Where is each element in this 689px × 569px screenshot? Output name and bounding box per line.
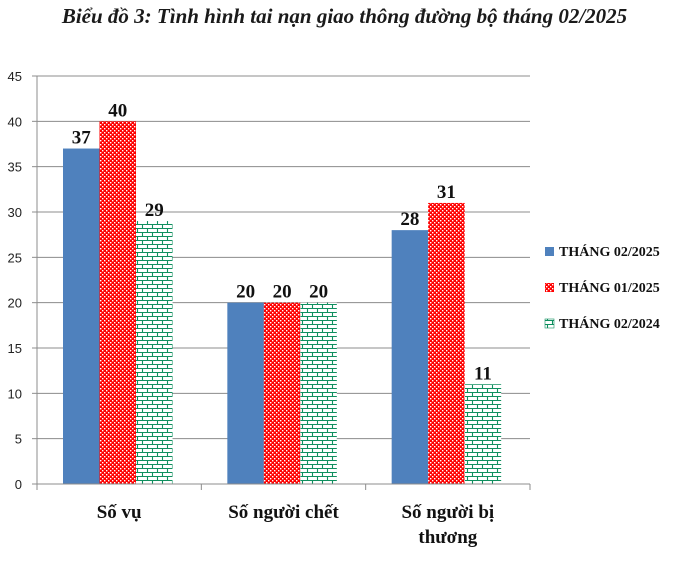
- data-label: 28: [400, 209, 419, 230]
- data-label: 11: [474, 363, 492, 384]
- category-label: Số người chết: [228, 502, 339, 523]
- data-label: 20: [309, 282, 328, 303]
- bar: [263, 302, 301, 484]
- bar: [300, 302, 337, 484]
- y-tick-label: 25: [8, 250, 22, 265]
- y-tick-label: 10: [8, 386, 22, 401]
- data-label: 20: [273, 282, 292, 303]
- chart-title: Biểu đồ 3: Tình hình tai nạn giao thông …: [61, 4, 628, 28]
- data-label: 40: [108, 100, 127, 121]
- bar: [391, 230, 429, 484]
- legend-label: THÁNG 01/2025: [559, 279, 660, 296]
- legend-label: THÁNG 02/2024: [559, 315, 660, 332]
- bar: [99, 121, 136, 484]
- y-tick-label: 35: [8, 160, 22, 175]
- data-label: 29: [145, 200, 164, 221]
- bar: [428, 202, 465, 484]
- y-tick-label: 0: [15, 477, 22, 492]
- bar: [63, 148, 100, 485]
- y-tick-label: 30: [8, 205, 22, 220]
- y-tick-label: 40: [8, 114, 22, 129]
- y-tick-label: 15: [8, 341, 22, 356]
- bar: [464, 384, 502, 484]
- bar: [227, 302, 264, 484]
- data-label: 37: [72, 128, 92, 149]
- legend-swatch: [545, 283, 554, 292]
- legend-swatch: [545, 247, 554, 256]
- bar: [136, 221, 173, 485]
- y-tick-label: 45: [8, 69, 22, 84]
- y-tick-label: 5: [15, 432, 22, 447]
- category-label: Số vụ: [97, 502, 142, 523]
- y-tick-label: 20: [8, 296, 22, 311]
- category-label: thương: [418, 527, 477, 548]
- legend-swatch: [544, 318, 555, 329]
- data-label: 31: [437, 182, 456, 203]
- legend-label: THÁNG 02/2025: [559, 243, 660, 260]
- category-label: Số người bị: [401, 502, 494, 523]
- data-label: 20: [236, 282, 255, 303]
